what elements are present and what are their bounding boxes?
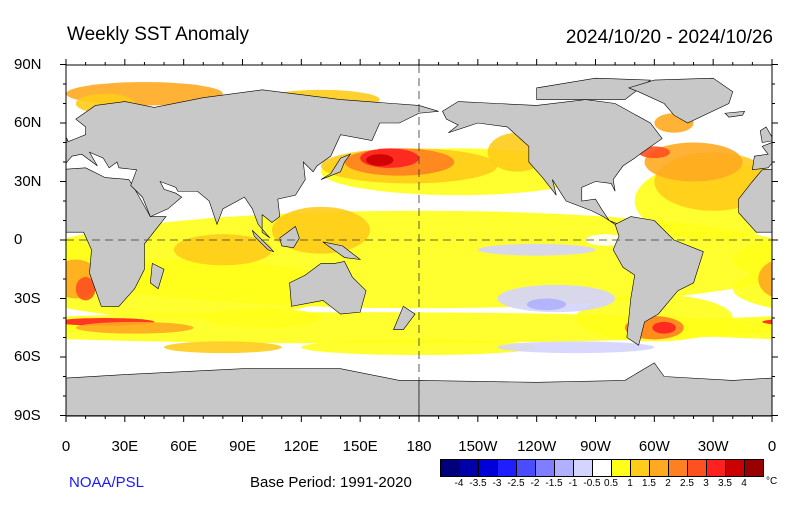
colorbar-swatch [593,460,612,476]
map-title: Weekly SST Anomaly [67,24,249,45]
colorbar-label: 3.5 [718,478,732,489]
lat-label: 30N [14,172,42,190]
anomaly-region [497,284,616,313]
land-arctic_canada [536,77,652,100]
colorbar-swatch [441,460,460,476]
colorbar-label: -1 [568,478,578,489]
lon-label: 60W [638,438,670,455]
lon-label: 90W [580,438,611,455]
colorbar-label: 0.5 [604,478,618,489]
anomaly-region [497,341,655,354]
lat-label: 60S [14,348,41,365]
lon-label: 60E [170,438,198,455]
land-antarctica [66,368,420,416]
land-newguinea [322,241,362,260]
colorbar-swatch [707,460,726,476]
colorbar-swatch [555,460,574,476]
land-madagascar [150,262,165,290]
lon-label: 150W [458,438,498,455]
base-period-label: Base Period: 1991-2020 [250,474,412,491]
colorbar-label: -3 [492,478,502,489]
land-sumatra [252,230,275,252]
colorbar-label: 4 [741,478,747,489]
lat-label: 60N [14,114,42,131]
colorbar-label: 2 [665,478,671,489]
credit-label: NOAA/PSL [69,474,145,491]
anomaly-region [772,82,800,105]
anomaly-region [164,341,282,354]
anomaly-region [526,298,567,311]
anomaly-region [66,323,86,333]
lat-label: 0 [14,231,23,248]
colorbar-swatch [612,460,631,476]
land-africa [738,168,772,233]
colorbar-swatch [517,460,536,476]
colorbar-label: 3 [703,478,709,489]
lat-label: 90S [14,406,41,424]
colorbar-swatch [631,460,650,476]
colorbar-label: 1 [627,478,633,489]
land-eurasia [752,142,772,171]
anomaly-region [75,277,96,301]
lat-label: 30S [14,289,41,307]
land-africa [66,167,167,307]
anomaly-region [173,234,272,266]
land-borneo [279,225,300,249]
land-nz [393,305,416,331]
colorbar-swatch [745,460,763,476]
lon-label: 30W [697,438,729,455]
colorbar-label: 1.5 [642,478,656,489]
land-antarctica [418,362,772,416]
anomaly-region [75,321,194,334]
colorbar-unit: °C [766,476,778,487]
land-uk [759,126,772,143]
anomaly-region [477,243,596,256]
colorbar-label: -2.5 [507,478,525,489]
land-samerica [612,216,704,346]
colorbar-swatch [460,460,479,476]
colorbar-label: -4 [454,478,464,489]
anomaly-region [301,339,537,356]
anomaly-region [652,321,676,334]
land-iceland [724,110,746,118]
lon-label: 30E [111,438,139,455]
anomaly-region [203,308,321,328]
lat-label: 90N [14,55,42,73]
colorbar-label: -1.5 [545,478,563,489]
lon-label: 180 [406,438,432,455]
land-namerica [442,99,663,225]
colorbar-swatch [574,460,593,476]
land-japan [320,153,352,180]
anomaly-region [782,94,800,114]
land-eurasia [66,89,439,239]
colorbar-swatch [479,460,498,476]
colorbar-label: -0.5 [583,478,601,489]
land-greenland [627,77,734,124]
lon-label: 120E [283,438,319,455]
land-australia [289,261,367,315]
anomaly-region [782,277,800,300]
anomaly-region [366,154,394,166]
colorbar-label: -3.5 [469,478,487,489]
colorbar-swatch [536,460,555,476]
colorbar-swatch [669,460,688,476]
lon-label: 0 [767,438,777,455]
anomaly-region [758,261,772,297]
colorbar-label: -2 [530,478,540,489]
lon-label: 90E [229,438,256,455]
lon-label: 120W [517,438,557,455]
colorbar-label: 2.5 [680,478,694,489]
anomaly-region [762,319,772,325]
colorbar-swatch [650,460,669,476]
colorbar-swatch [498,460,517,476]
lon-label: 0 [61,438,71,455]
anomaly-region [782,322,800,334]
colorbar [440,459,764,477]
colorbar-swatch [726,460,745,476]
lon-label: 150E [342,438,378,455]
date-range: 2024/10/20 - 2024/10/26 [565,27,773,48]
colorbar-swatch [688,460,707,476]
map-content [66,77,800,416]
